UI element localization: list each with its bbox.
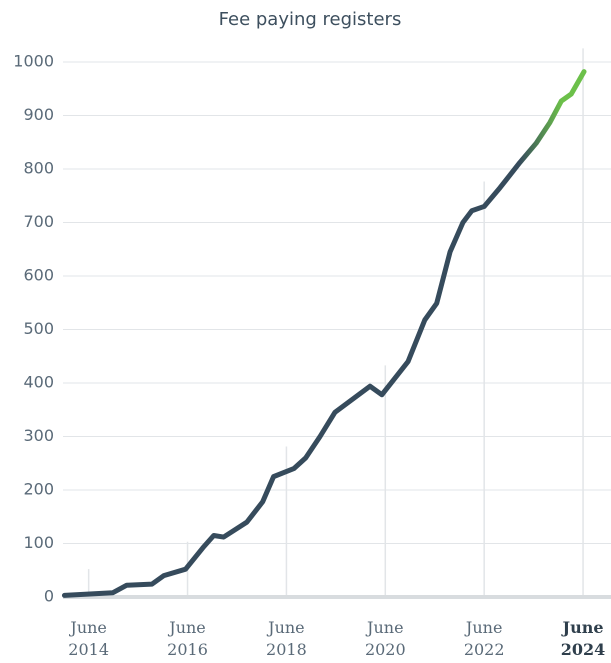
y-tick-label: 700 [23,212,54,231]
y-tick-label: 400 [23,373,54,392]
y-tick-label: 800 [23,159,54,178]
x-tick-label: June 2022 [463,618,505,659]
x-tick-label: June 2016 [167,618,208,659]
x-tick-label: June 2014 [68,618,110,659]
y-tick-label: 100 [23,533,54,552]
y-tick-label: 500 [23,319,54,338]
y-tick-label: 600 [23,266,54,285]
y-tick-label: 300 [23,426,54,445]
y-tick-label: 200 [23,480,54,499]
y-tick-label: 900 [23,105,54,124]
x-tick-label: June 2024 [560,618,606,659]
chart-title: Fee paying registers [219,9,402,30]
y-tick-label: 1000 [13,52,54,71]
line [61,69,587,598]
x-tick-label: June 2020 [364,618,406,659]
x-tick-label: June 2018 [266,618,307,659]
y-tick-label: 0 [44,587,54,606]
